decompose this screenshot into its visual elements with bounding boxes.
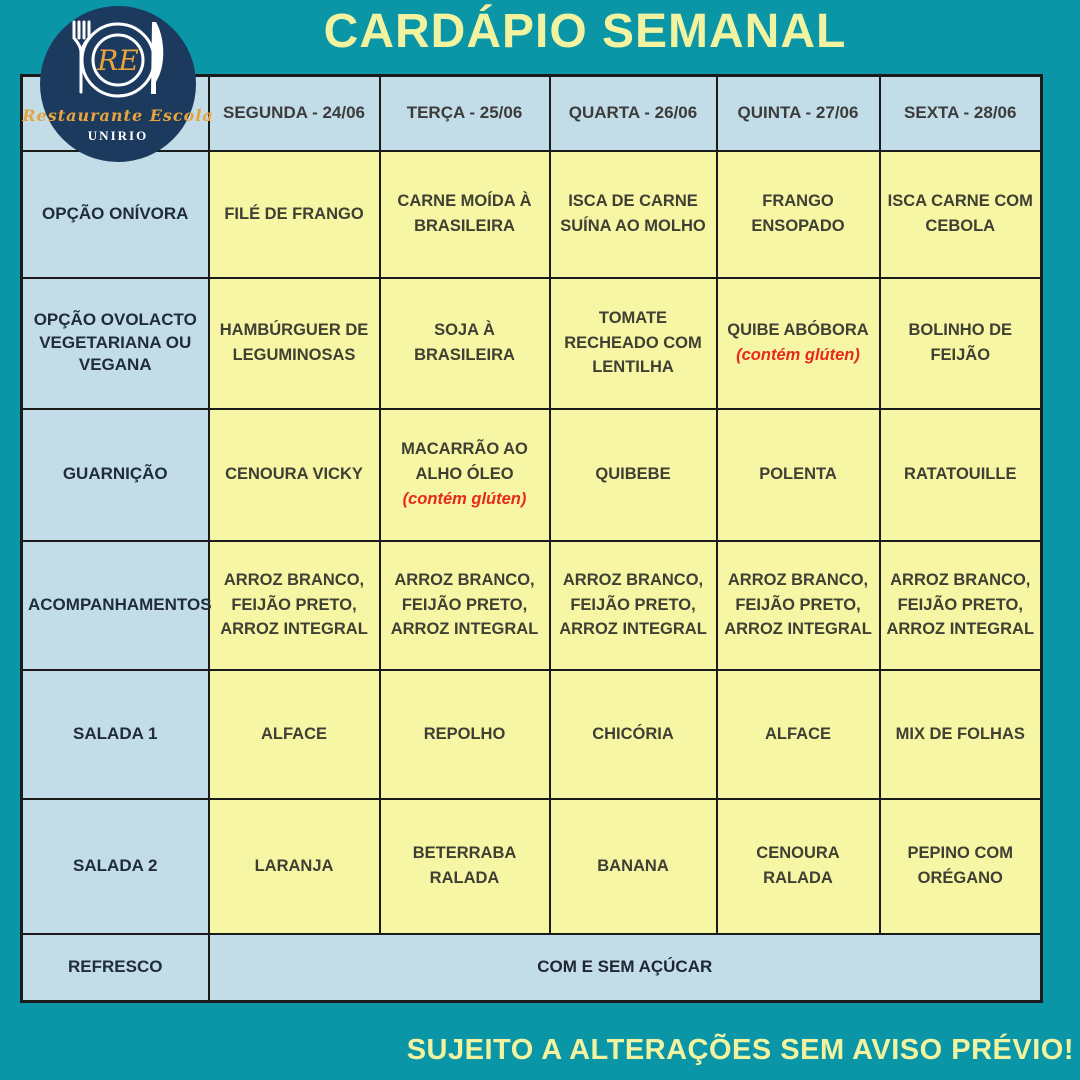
menu-cell: CENOURA VICKY — [207, 407, 381, 542]
restaurant-logo: RE Restaurante Escola UNIRIO — [22, 6, 213, 162]
menu-cell: ISCA CARNE COM CEBOLA — [878, 149, 1043, 279]
row-label-salada-2: SALADA 2 — [20, 797, 210, 935]
menu-cell: LARANJA — [207, 797, 381, 935]
menu-cell: POLENTA — [715, 407, 881, 542]
logo-name: Restaurante Escola — [22, 106, 214, 125]
day-header-tuesday: TERÇA - 25/06 — [378, 74, 551, 152]
menu-cell: ISCA DE CARNE SUÍNA AO MOLHO — [548, 149, 718, 279]
logo-initials: RE — [96, 44, 139, 77]
logo-institution: UNIRIO — [87, 128, 149, 143]
table-row: GUARNIÇÃO CENOURA VICKY MACARRÃO AO ALHO… — [20, 407, 1043, 542]
cutlery-plate-icon: RE — [72, 20, 164, 98]
menu-cell: ARROZ BRANCO, FEIJÃO PRETO, ARROZ INTEGR… — [378, 539, 551, 671]
menu-cell: CARNE MOÍDA À BRASILEIRA — [378, 149, 551, 279]
menu-cell: FILÉ DE FRANGO — [207, 149, 381, 279]
row-label-acompanhamentos: ACOMPANHAMENTOS — [20, 539, 212, 671]
gluten-warning: (contém glúten) — [402, 489, 527, 508]
menu-cell: CENOURA RALADA — [715, 797, 881, 935]
menu-cell: ARROZ BRANCO, FEIJÃO PRETO, ARROZ INTEGR… — [715, 539, 881, 671]
menu-cell: MIX DE FOLHAS — [878, 668, 1043, 800]
knife-icon — [151, 22, 164, 94]
row-label-vegetariana: OPÇÃO OVOLACTO VEGETARIANA OU VEGANA — [20, 276, 210, 410]
table-row: SALADA 2 LARANJA BETERRABA RALADA BANANA… — [20, 797, 1043, 935]
row-label-onivora: OPÇÃO ONÍVORA — [20, 149, 210, 279]
menu-cell: QUIBE ABÓBORA (contém glúten) — [715, 276, 881, 410]
menu-cell: SOJA À BRASILEIRA — [378, 276, 551, 410]
table-row: OPÇÃO ONÍVORA FILÉ DE FRANGO CARNE MOÍDA… — [20, 149, 1043, 279]
day-header-friday: SEXTA - 28/06 — [878, 74, 1043, 152]
row-label-refresco: REFRESCO — [20, 932, 210, 1003]
menu-cell: BETERRABA RALADA — [378, 797, 551, 935]
disclaimer-note: SUJEITO A ALTERAÇÕES SEM AVISO PRÉVIO! — [406, 1034, 1074, 1066]
menu-cell: ARROZ BRANCO, FEIJÃO PRETO, ARROZ INTEGR… — [548, 539, 718, 671]
weekly-menu-table: SEGUNDA - 24/06 TERÇA - 25/06 QUARTA - 2… — [20, 74, 1043, 1003]
menu-cell: ALFACE — [207, 668, 381, 800]
menu-cell: FRANGO ENSOPADO — [715, 149, 881, 279]
row-label-guarnicao: GUARNIÇÃO — [20, 407, 210, 542]
page-title: CARDÁPIO SEMANAL — [323, 5, 847, 58]
day-header-thursday: QUINTA - 27/06 — [715, 74, 881, 152]
menu-cell: ARROZ BRANCO, FEIJÃO PRETO, ARROZ INTEGR… — [878, 539, 1043, 671]
menu-cell: PEPINO COM ORÉGANO — [878, 797, 1043, 935]
table-row: ACOMPANHAMENTOS ARROZ BRANCO, FEIJÃO PRE… — [20, 539, 1043, 671]
menu-cell: BANANA — [548, 797, 718, 935]
refresco-merged-cell: COM E SEM AÇÚCAR — [207, 932, 1043, 1003]
menu-cell: QUIBEBE — [548, 407, 718, 542]
row-label-salada-1: SALADA 1 — [20, 668, 210, 800]
table-row: REFRESCO COM E SEM AÇÚCAR — [20, 932, 1043, 1003]
menu-cell: CHICÓRIA — [548, 668, 718, 800]
menu-cell: HAMBÚRGUER DE LEGUMINOSAS — [207, 276, 381, 410]
table-row: SALADA 1 ALFACE REPOLHO CHICÓRIA ALFACE … — [20, 668, 1043, 800]
menu-cell: MACARRÃO AO ALHO ÓLEO (contém glúten) — [378, 407, 551, 542]
table-row: OPÇÃO OVOLACTO VEGETARIANA OU VEGANA HAM… — [20, 276, 1043, 410]
menu-cell: ARROZ BRANCO, FEIJÃO PRETO, ARROZ INTEGR… — [207, 539, 381, 671]
day-header-monday: SEGUNDA - 24/06 — [207, 74, 381, 152]
menu-cell: TOMATE RECHEADO COM LENTILHA — [548, 276, 718, 410]
day-header-wednesday: QUARTA - 26/06 — [548, 74, 718, 152]
gluten-warning: (contém glúten) — [736, 346, 860, 364]
menu-cell: ALFACE — [715, 668, 881, 800]
plate-icon — [80, 22, 156, 98]
menu-cell: BOLINHO DE FEIJÃO — [878, 276, 1043, 410]
menu-cell: RATATOUILLE — [878, 407, 1043, 542]
menu-cell: REPOLHO — [378, 668, 551, 800]
